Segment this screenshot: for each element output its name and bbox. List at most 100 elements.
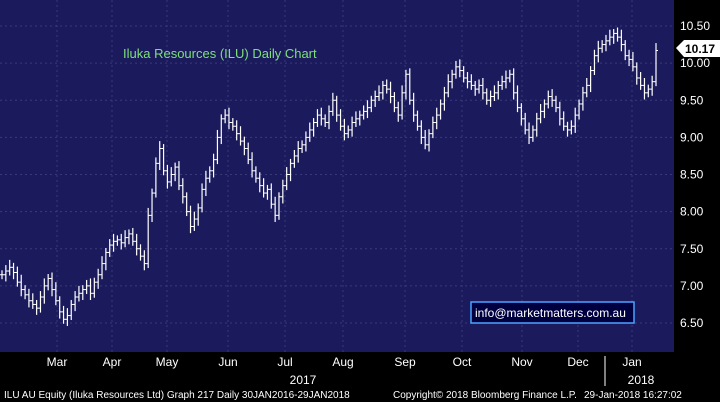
price-bar xyxy=(353,111,358,127)
price-bar xyxy=(473,80,478,96)
price-bar xyxy=(584,77,589,98)
price-bar xyxy=(488,90,493,107)
price-bar xyxy=(650,75,655,96)
price-bar xyxy=(276,192,281,220)
price-bar xyxy=(627,49,632,67)
price-bar xyxy=(173,162,178,182)
y-tick-label: 7.00 xyxy=(680,279,704,293)
price-bar xyxy=(346,125,351,139)
price-bar xyxy=(334,95,339,122)
price-bar xyxy=(226,107,231,130)
price-bar xyxy=(373,90,378,107)
price-bar xyxy=(46,273,51,291)
price-bar xyxy=(523,112,528,135)
x-tick-label: Apr xyxy=(103,355,122,369)
price-bars xyxy=(0,27,658,326)
price-bar xyxy=(246,142,251,165)
price-bar xyxy=(446,74,451,98)
price-bar xyxy=(111,233,116,252)
price-bar xyxy=(477,79,482,94)
price-bar xyxy=(327,105,331,130)
price-bar xyxy=(57,296,62,319)
price-bar xyxy=(438,99,443,120)
x-tick-label: Mar xyxy=(47,355,68,369)
price-bar xyxy=(557,101,562,126)
price-bar xyxy=(361,105,366,120)
price-bar xyxy=(126,229,131,245)
price-bar xyxy=(76,285,81,302)
price-bar xyxy=(646,84,651,98)
price-bar xyxy=(11,262,16,280)
price-bar xyxy=(80,285,85,300)
price-bar xyxy=(388,81,393,104)
price-bar xyxy=(176,161,181,191)
price-bar xyxy=(73,291,78,312)
price-bar xyxy=(600,40,605,53)
price-bar xyxy=(107,239,112,257)
price-bar xyxy=(19,274,24,297)
price-bar xyxy=(423,129,428,150)
x-tick-label: Oct xyxy=(453,355,472,369)
price-bar xyxy=(88,278,93,300)
y-tick-label: 10.50 xyxy=(680,19,710,33)
price-bar xyxy=(296,141,301,163)
price-bar xyxy=(630,51,635,72)
plot-area xyxy=(0,0,674,352)
email-box[interactable]: info@marketmatters.com.au xyxy=(470,301,635,324)
price-bar xyxy=(330,92,335,116)
price-bar xyxy=(230,118,235,131)
price-bar xyxy=(415,110,420,131)
x-year-label: 2017 xyxy=(290,373,317,387)
price-bar xyxy=(265,184,270,200)
price-bar xyxy=(607,29,612,46)
price-bar xyxy=(269,183,274,209)
price-bar xyxy=(338,109,343,131)
last-price-badge xyxy=(676,40,720,57)
price-bar xyxy=(196,203,201,226)
price-bar xyxy=(538,103,543,124)
x-tick-label: Nov xyxy=(511,355,532,369)
y-tick-label: 8.50 xyxy=(680,168,704,182)
price-bar xyxy=(465,72,470,89)
price-bar xyxy=(365,100,370,119)
y-axis-ticks: 10.50 10.00 9.50 9.00 8.50 8.00 7.50 7.00 6.50 xyxy=(680,19,710,330)
price-bar xyxy=(42,278,47,304)
y-tick-label: 6.50 xyxy=(680,316,704,330)
price-bar xyxy=(596,40,601,63)
price-bar xyxy=(153,157,158,198)
email-link[interactable]: info@marketmatters.com.au xyxy=(475,306,626,320)
y-tick-label: 9.50 xyxy=(680,93,704,107)
gridlines xyxy=(0,0,674,352)
footer-copyright: Copyright© 2018 Bloomberg Finance L.P. xyxy=(393,390,577,401)
last-price-tag: 10.17 xyxy=(676,40,720,57)
price-bar xyxy=(407,68,412,105)
price-bar xyxy=(261,178,266,198)
price-bar xyxy=(350,116,355,137)
price-bar xyxy=(50,272,55,297)
x-axis-ticks: Mar Apr May Jun Jul Aug Sep Oct Nov Dec Jan 2017 201… xyxy=(47,355,655,387)
price-bar xyxy=(38,291,43,313)
price-bar xyxy=(434,107,439,130)
price-bar xyxy=(300,140,305,153)
x-year-label: 2018 xyxy=(628,373,655,387)
y-tick-label: 8.00 xyxy=(680,205,704,219)
price-bar xyxy=(427,129,432,152)
price-bar xyxy=(384,79,389,94)
price-bar xyxy=(30,293,35,309)
price-bar xyxy=(223,109,228,124)
price-bar xyxy=(469,74,474,90)
price-bar xyxy=(150,188,155,223)
price-bar xyxy=(307,122,312,142)
price-bar xyxy=(577,99,582,120)
price-bar xyxy=(569,120,574,135)
chart-title: Iluka Resources (ILU) Daily Chart xyxy=(123,46,317,61)
price-bar xyxy=(292,149,297,168)
price-bar xyxy=(500,75,505,90)
price-bar xyxy=(215,129,220,165)
price-bar xyxy=(511,68,516,100)
footer-security: ILU AU Equity (Iluka Resources Ltd) Grap… xyxy=(4,390,350,401)
price-bar xyxy=(561,111,566,131)
price-bar xyxy=(565,121,570,137)
price-bar xyxy=(311,118,316,137)
price-bar xyxy=(442,86,447,111)
